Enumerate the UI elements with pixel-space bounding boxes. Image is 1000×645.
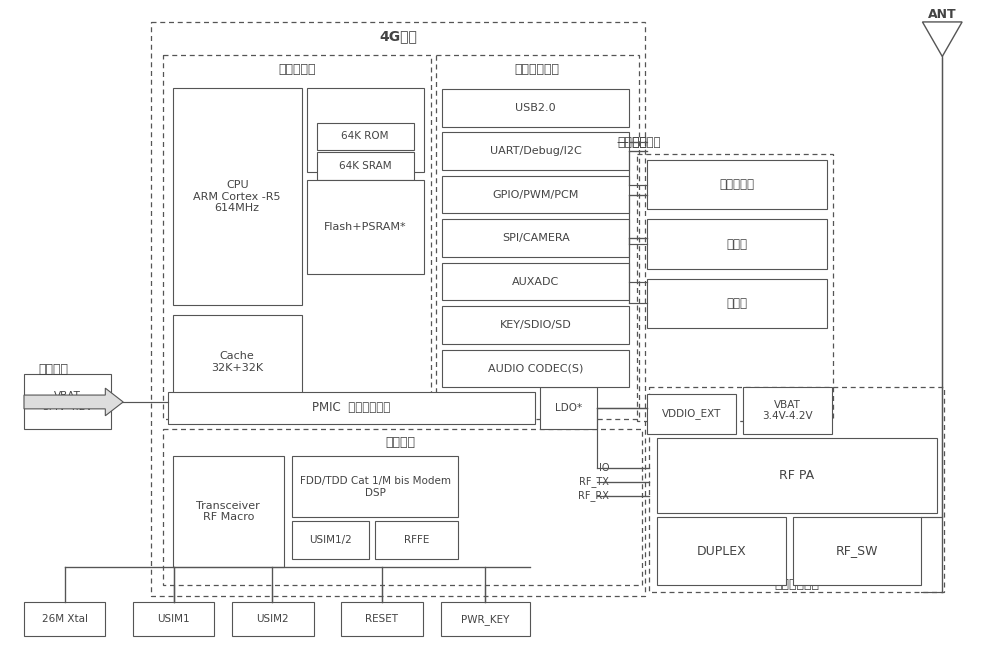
Bar: [163, 55, 431, 419]
Text: Cache
32K+32K: Cache 32K+32K: [211, 351, 263, 373]
Bar: [649, 387, 944, 593]
Text: USB2.0: USB2.0: [515, 103, 556, 113]
FancyArrow shape: [24, 388, 123, 416]
Polygon shape: [922, 22, 962, 57]
Bar: [292, 456, 458, 517]
Text: RFFE: RFFE: [404, 535, 429, 545]
Bar: [637, 154, 833, 421]
Text: SRAM/ROM: SRAM/ROM: [334, 125, 396, 135]
Text: 报警器: 报警器: [727, 237, 748, 250]
Bar: [647, 219, 827, 269]
Bar: [647, 160, 827, 210]
Text: CPU
ARM Cortex -R5
614MHz: CPU ARM Cortex -R5 614MHz: [193, 180, 281, 213]
Bar: [657, 439, 937, 513]
Text: RF_SW: RF_SW: [836, 544, 878, 557]
Bar: [743, 387, 832, 433]
Bar: [317, 152, 414, 180]
Bar: [441, 602, 530, 636]
Text: 处理器模块: 处理器模块: [278, 63, 315, 76]
Bar: [793, 517, 921, 584]
Text: VBAT
3.4V-4.2V: VBAT 3.4V-4.2V: [42, 391, 93, 412]
Text: ANT: ANT: [928, 8, 957, 21]
Bar: [647, 279, 827, 328]
Text: Transceiver
RF Macro: Transceiver RF Macro: [196, 501, 260, 522]
Text: PMIC  电源管理模块: PMIC 电源管理模块: [312, 401, 390, 414]
Text: KEY/SDIO/SD: KEY/SDIO/SD: [500, 320, 572, 330]
Text: USIM2: USIM2: [257, 614, 289, 624]
Text: FDD/TDD Cat 1/M bis Modem
DSP: FDD/TDD Cat 1/M bis Modem DSP: [300, 476, 451, 498]
Text: DUPLEX: DUPLEX: [696, 544, 746, 557]
Text: UART/Debug/I2C: UART/Debug/I2C: [490, 146, 582, 156]
Text: RF_TX: RF_TX: [579, 477, 609, 488]
Text: 外围接口模块: 外围接口模块: [514, 63, 559, 76]
Bar: [24, 602, 105, 636]
Bar: [317, 123, 414, 150]
Bar: [442, 176, 629, 213]
Bar: [173, 456, 284, 567]
Text: IO: IO: [599, 463, 609, 473]
Text: SPI/CAMERA: SPI/CAMERA: [502, 233, 570, 243]
Text: RF PA: RF PA: [779, 469, 815, 482]
Text: 26M Xtal: 26M Xtal: [42, 614, 88, 624]
Text: AUDIO CODEC(S): AUDIO CODEC(S): [488, 363, 583, 373]
Bar: [442, 350, 629, 387]
Text: — 消毒装置: — 消毒装置: [617, 136, 661, 149]
Text: USIM1: USIM1: [157, 614, 190, 624]
Text: VBAT
3.4V-4.2V: VBAT 3.4V-4.2V: [762, 399, 813, 421]
Bar: [292, 521, 369, 559]
Bar: [442, 89, 629, 126]
Bar: [163, 429, 642, 584]
Bar: [173, 315, 302, 409]
Bar: [173, 88, 302, 305]
Bar: [436, 55, 639, 419]
Text: 64K SRAM: 64K SRAM: [339, 161, 391, 171]
Bar: [657, 517, 786, 584]
Text: 电源模块: 电源模块: [39, 363, 69, 376]
Bar: [307, 180, 424, 273]
Bar: [168, 392, 535, 424]
Bar: [442, 132, 629, 170]
Bar: [232, 602, 314, 636]
Text: 通讯模块: 通讯模块: [386, 436, 416, 449]
Text: Flash+PSRAM*: Flash+PSRAM*: [324, 222, 406, 232]
Bar: [442, 306, 629, 344]
Text: 摄像头: 摄像头: [727, 297, 748, 310]
Text: LDO*: LDO*: [555, 403, 582, 413]
Text: 射频电路模块: 射频电路模块: [774, 578, 819, 591]
Bar: [24, 374, 111, 429]
Bar: [151, 22, 645, 597]
Bar: [442, 219, 629, 257]
Text: GPIO/PWM/PCM: GPIO/PWM/PCM: [493, 190, 579, 200]
Text: AUXADC: AUXADC: [512, 277, 559, 286]
Bar: [540, 387, 597, 429]
Bar: [133, 602, 214, 636]
Text: VDDIO_EXT: VDDIO_EXT: [662, 408, 721, 419]
Bar: [647, 394, 736, 433]
Bar: [442, 263, 629, 301]
Text: PWR_KEY: PWR_KEY: [461, 613, 509, 624]
Text: 消毒装置: 消毒装置: [617, 136, 647, 149]
Text: USIM1/2: USIM1/2: [309, 535, 352, 545]
Bar: [341, 602, 423, 636]
Text: 温度传感器: 温度传感器: [720, 178, 755, 192]
Text: RF_RX: RF_RX: [578, 490, 609, 501]
Bar: [375, 521, 458, 559]
Text: RESET: RESET: [365, 614, 398, 624]
Text: 64K ROM: 64K ROM: [341, 132, 389, 141]
Text: 4G模组: 4G模组: [379, 29, 417, 43]
Bar: [307, 88, 424, 172]
